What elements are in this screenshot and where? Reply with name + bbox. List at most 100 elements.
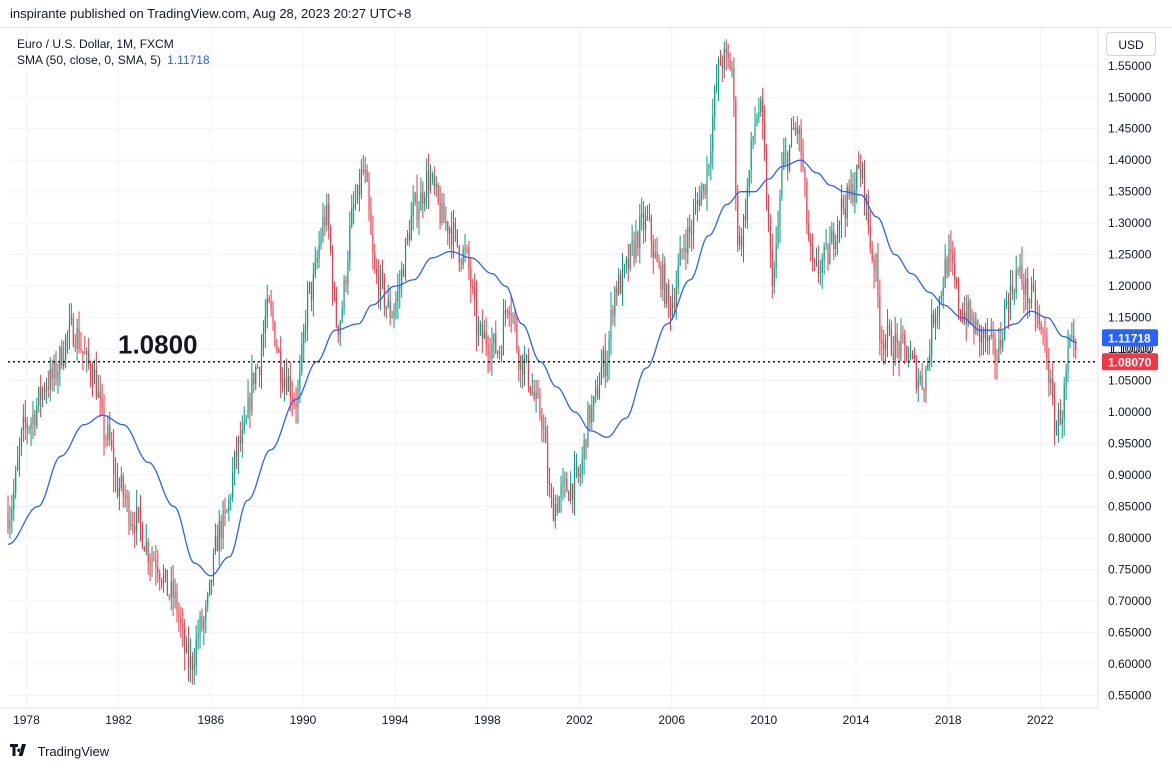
- chart-area[interactable]: 1.0800 1.55000 1.50000 1.45000 1.40000 1.350…: [0, 28, 1172, 738]
- candle-body: [741, 235, 743, 247]
- candle-body: [257, 367, 259, 369]
- tradingview-logo-icon: [10, 744, 30, 759]
- price-chart[interactable]: 1.0800 1.55000 1.50000 1.45000 1.40000 1.350…: [0, 28, 1172, 738]
- candle-body: [800, 128, 802, 155]
- candle-body: [708, 164, 710, 169]
- candle-body: [752, 136, 754, 141]
- candle-body: [426, 171, 428, 198]
- candle-body: [938, 297, 940, 314]
- candle-body: [143, 547, 145, 552]
- candle-body: [24, 417, 26, 424]
- candle-body: [468, 248, 470, 269]
- candle-body: [481, 324, 483, 339]
- candle-body: [389, 300, 391, 318]
- candle-body: [896, 334, 898, 343]
- candle-body: [68, 320, 71, 333]
- candle-body: [706, 168, 708, 196]
- y-tick-label: 1.55000: [1108, 59, 1152, 73]
- candle-body: [652, 241, 654, 258]
- candle-body: [408, 234, 410, 241]
- candle-body: [299, 370, 301, 389]
- publish-header: inspirante published on TradingView.com,…: [0, 0, 1172, 28]
- candle-body: [781, 168, 783, 197]
- sma-value: 1.11718: [167, 53, 210, 67]
- sma-legend[interactable]: SMA (50, close, 0, SMA, 5) 1.11718: [17, 52, 210, 68]
- symbol-line[interactable]: Euro / U.S. Dollar, 1M, FXCM: [17, 37, 174, 51]
- x-tick-label: 1982: [105, 713, 132, 727]
- candle-body: [1036, 315, 1038, 317]
- candle-body: [278, 349, 280, 353]
- candle-body: [990, 334, 992, 337]
- candle-body: [702, 184, 704, 191]
- y-tick-label: 0.85000: [1108, 500, 1152, 514]
- candle-body: [581, 458, 583, 475]
- currency-button[interactable]: USD: [1106, 32, 1156, 56]
- candle-body: [666, 284, 668, 304]
- candle-body: [992, 334, 994, 339]
- candle-body: [545, 427, 547, 444]
- candle-body: [101, 398, 103, 408]
- candle-body: [537, 392, 539, 397]
- candle-body: [904, 334, 906, 346]
- candle-body: [627, 258, 629, 269]
- candle-body: [683, 247, 685, 251]
- candle-body: [22, 417, 24, 431]
- candle-body: [374, 254, 376, 270]
- candle-body: [892, 354, 894, 360]
- price-axis[interactable]: 1.55000 1.50000 1.45000 1.40000 1.35000 1.300…: [1097, 28, 1152, 708]
- candle-body: [15, 470, 17, 492]
- candle-body: [157, 567, 159, 574]
- candle-body: [370, 209, 372, 235]
- candle-body: [180, 618, 182, 625]
- candle-body: [1069, 337, 1071, 347]
- candle-body: [295, 403, 297, 408]
- candle-body: [20, 430, 23, 447]
- candle-body: [863, 163, 866, 204]
- candle-body: [506, 310, 508, 312]
- candle-body: [604, 350, 606, 377]
- candle-body: [739, 235, 741, 245]
- candle-body: [790, 128, 793, 145]
- candle-body: [497, 351, 499, 353]
- candle-body: [643, 213, 645, 230]
- candle-body: [495, 333, 497, 353]
- candle-body: [403, 269, 405, 277]
- candle-body: [848, 186, 850, 196]
- candle-body: [11, 509, 13, 520]
- candle-body: [593, 396, 595, 407]
- candle-body: [994, 338, 996, 361]
- candle-body: [89, 364, 92, 377]
- candle-body: [320, 237, 322, 246]
- time-axis[interactable]: 1978 1982 1986 1990 1994 1998 2002 2006 2010 2014…: [0, 707, 1098, 727]
- candle-body: [1021, 264, 1023, 284]
- candle-body: [355, 201, 357, 205]
- candle-body: [80, 349, 82, 351]
- candle-body: [616, 288, 618, 295]
- candle-body: [347, 261, 349, 284]
- candle-body: [301, 345, 303, 371]
- candle-body: [170, 581, 172, 596]
- candle-body: [719, 59, 722, 66]
- candle-body: [353, 204, 355, 208]
- chart-legend[interactable]: Euro / U.S. Dollar, 1M, FXCM SMA (50, cl…: [17, 36, 210, 68]
- candle-body: [218, 520, 220, 552]
- candle-body: [508, 311, 510, 315]
- candle-body: [199, 616, 201, 636]
- candle-body: [464, 248, 466, 250]
- candle-body: [358, 185, 361, 195]
- candle-body: [758, 112, 760, 118]
- candle-body: [249, 397, 251, 411]
- candle-body: [168, 595, 170, 597]
- candle-body: [368, 181, 370, 210]
- footer-brand: TradingView: [37, 744, 110, 760]
- candle-body: [729, 58, 731, 71]
- candle-body: [890, 328, 892, 355]
- candle-body: [1019, 264, 1021, 271]
- candle-body: [433, 174, 435, 187]
- candle-body: [710, 150, 712, 165]
- candle-body: [65, 336, 67, 360]
- candle-body: [963, 312, 965, 322]
- candle-body: [637, 232, 639, 248]
- candle-body: [406, 234, 409, 241]
- candle-body: [53, 361, 55, 379]
